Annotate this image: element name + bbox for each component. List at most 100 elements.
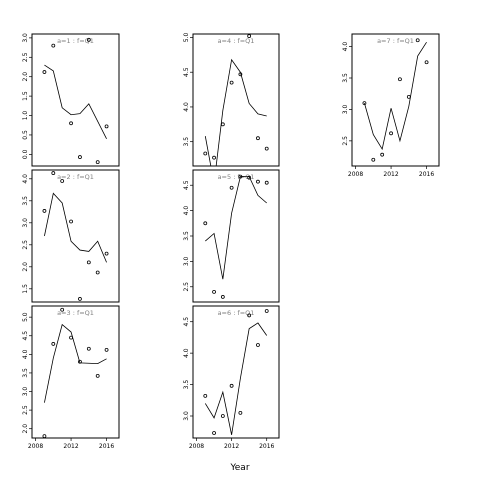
y-tick-label: 3.5: [183, 231, 190, 241]
x-tick-label: 2008: [348, 171, 363, 178]
observed-point: [415, 38, 420, 43]
y-tick-label: 3.5: [183, 137, 190, 147]
panel-frame: [31, 169, 120, 303]
observed-point: [95, 160, 100, 165]
observed-point: [406, 94, 411, 99]
fitted-line: [364, 41, 427, 151]
panel-strip-label: a=1 : f=Q1: [57, 37, 94, 45]
observed-point: [78, 359, 82, 364]
observed-point: [220, 122, 225, 127]
facet-panel: a=3 : f=Q1 2.0 2.5 3.0 3.5 4.0 4.5 5.0 2008 2012 2…: [22, 305, 120, 450]
x-tick-label: 2012: [383, 171, 398, 178]
observed-point: [238, 174, 243, 179]
observed-point: [264, 309, 269, 313]
observed-point: [424, 60, 429, 65]
y-tick-label: 4.5: [183, 180, 190, 190]
y-tick-label: 4.0: [22, 349, 29, 359]
y-tick-label: 2.5: [183, 282, 190, 292]
y-tick-label: 3.0: [22, 218, 29, 228]
observed-point: [42, 70, 47, 74]
x-tick-label: 2008: [189, 443, 204, 450]
panel-strip-label: a=5 : f=Q1: [218, 173, 255, 181]
y-tick-label: 5.0: [183, 33, 190, 43]
y-tick-label: 2.5: [22, 52, 29, 62]
y-tick-label: 2.5: [22, 405, 29, 415]
fitted-line: [44, 323, 107, 403]
y-tick-label: 2.5: [22, 240, 29, 250]
panel-frame: [192, 33, 280, 167]
observed-point: [371, 157, 376, 162]
observed-point: [86, 37, 91, 42]
y-tick-label: 2.0: [22, 72, 29, 82]
facet-panel: a=6 : f=Q1 3.0 3.5 4.0 4.5 2008 2012 2016: [183, 305, 280, 450]
panel-frame: [351, 33, 440, 167]
observed-point: [247, 313, 252, 318]
y-tick-label: 3.0: [22, 33, 29, 43]
observed-point: [247, 175, 252, 180]
observed-point: [104, 124, 109, 129]
observed-point: [51, 342, 56, 346]
panel-strip-label: a=2 : f=Q1: [57, 173, 94, 181]
observed-point: [86, 346, 91, 351]
observed-point: [78, 297, 82, 301]
facet-panel: a=2 : f=Q1 1.5 2.0 2.5 3.0 3.5 4.0: [22, 169, 120, 303]
observed-point: [229, 383, 234, 388]
observed-point: [69, 335, 73, 340]
observed-point: [42, 209, 47, 213]
observed-point: [104, 251, 109, 256]
fitted-line: [44, 64, 107, 140]
observed-point: [51, 171, 56, 175]
y-tick-label: 5.0: [22, 312, 29, 322]
observed-point: [69, 219, 73, 224]
y-tick-label: 4.5: [22, 331, 29, 341]
y-tick-label: 0.0: [22, 149, 29, 159]
y-tick-label: 4.5: [183, 317, 190, 327]
panel-frame: [192, 305, 280, 439]
observed-point: [203, 151, 208, 156]
observed-point: [203, 221, 208, 226]
x-axis-label: Year: [229, 463, 249, 473]
observed-point: [212, 289, 216, 294]
y-tick-label: 1.5: [22, 91, 29, 101]
y-tick-label: 4.0: [183, 348, 190, 358]
observed-point: [86, 260, 91, 265]
observed-point: [78, 155, 82, 159]
observed-point: [95, 270, 100, 275]
facet-panel: a=1 : f=Q1 0.0 0.5 1.0 1.5 2.0 2.5 3.0: [22, 33, 120, 167]
y-tick-label: 3.5: [342, 73, 349, 83]
y-tick-label: 2.5: [342, 136, 349, 146]
panel-frame: [31, 305, 120, 439]
y-tick-label: 3.5: [183, 380, 190, 390]
observed-point: [256, 136, 260, 141]
x-tick-label: 2012: [224, 443, 239, 450]
observed-point: [42, 434, 47, 439]
facet-panel: a=7 : f=Q1 2.5 3.0 3.5 4.0 2008 2012 2016: [342, 33, 440, 178]
y-tick-label: 3.0: [183, 256, 190, 266]
panel-strip-label: a=6 : f=Q1: [218, 309, 255, 317]
y-tick-label: 1.5: [22, 284, 29, 294]
observed-point: [220, 295, 225, 299]
observed-point: [220, 414, 225, 418]
observed-point: [398, 77, 402, 82]
panel-strip-label: a=7 : f=Q1: [377, 37, 414, 45]
observed-point: [51, 43, 56, 48]
y-tick-label: 3.0: [183, 411, 190, 421]
observed-point: [238, 72, 243, 77]
observed-point: [264, 146, 269, 151]
panel-strip-label: a=3 : f=Q1: [57, 309, 94, 317]
observed-point: [256, 343, 260, 347]
observed-point: [362, 101, 367, 106]
y-tick-label: 0.5: [22, 130, 29, 140]
panel-strip-label: a=4 : f=Q1: [218, 37, 255, 45]
x-tick-label: 2016: [259, 443, 274, 450]
observed-point: [203, 393, 208, 398]
x-tick-label: 2012: [63, 443, 78, 450]
fitted-line: [44, 192, 107, 263]
y-tick-label: 4.0: [342, 42, 349, 52]
observed-point: [247, 34, 252, 38]
observed-point: [60, 307, 65, 312]
fitted-line: [204, 322, 268, 435]
x-tick-label: 2008: [28, 443, 43, 450]
observed-point: [212, 431, 216, 435]
y-tick-label: 2.0: [22, 262, 29, 272]
